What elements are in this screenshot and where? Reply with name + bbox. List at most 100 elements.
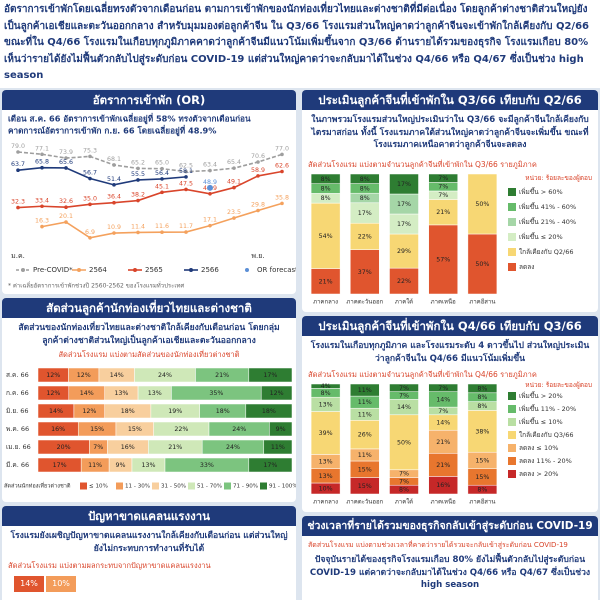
segment-label: 35% [209, 390, 223, 397]
segment-label: 24% [226, 444, 240, 451]
bar-segment [467, 173, 498, 235]
bar-segment [248, 457, 293, 473]
segment-label: 57% [436, 256, 450, 263]
segment-label: 20% [57, 444, 71, 451]
segment-label: 16% [436, 482, 450, 489]
row-label: พ.ค. 66 [6, 425, 29, 433]
segment-label: 8% [477, 403, 487, 410]
segment-label: 13% [319, 459, 333, 466]
value-tag: 10% [46, 576, 76, 592]
data-point [184, 175, 188, 179]
legend-label: เพิ่มขึ้น ≤ 10% [519, 417, 563, 426]
data-label: 55.5 [131, 171, 145, 178]
segment-label: 50% [475, 201, 489, 208]
china-q3-chart: สัดส่วนโรงแรม แบ่งตามจำนวนลูกค้าจีนที่เข… [308, 159, 592, 306]
chart-caption: สัดส่วนโรงแรม แบ่งตามช่วงเวลาที่คาดว่ารา… [308, 541, 568, 549]
bar-segment [245, 403, 293, 419]
panel-text: โรงแรมในเกือบทุกภูมิภาค และโรงแรมระดับ 4… [310, 341, 590, 364]
panel-text: สัดส่วนของนักท่องเที่ยวไทยและต่างชาติใกล… [18, 323, 280, 346]
segment-label: 7% [438, 184, 448, 191]
legend-label: ใกล้เคียงกับ Q2/66 [519, 248, 574, 256]
segment-label: 18% [121, 408, 135, 415]
data-label: 35.8 [275, 194, 289, 201]
segment-label: 50% [397, 439, 411, 446]
legend-swatch [508, 233, 516, 241]
bar-segment [310, 202, 341, 269]
segment-label: 13% [319, 401, 333, 408]
panel-title: อัตราการเข้าพัก (OR) [2, 90, 296, 110]
panel-title: ช่วงเวลาที่รายได้รวมของธุรกิจกลับเข้าสู่… [302, 516, 598, 536]
data-point [160, 177, 164, 181]
segment-label: 13% [148, 390, 162, 397]
data-label: 56.4 [155, 170, 169, 177]
legend-marker [21, 268, 25, 272]
segment-label: 24% [158, 372, 172, 379]
segment-label: 10% [319, 486, 333, 493]
data-point [232, 166, 236, 170]
legend-label: เพิ่มขึ้น > 20% [519, 391, 563, 400]
segment-label: 17% [263, 372, 277, 379]
bar-segment [428, 383, 458, 392]
data-label: 70.6 [251, 153, 265, 160]
segment-label: 14% [436, 420, 450, 427]
data-label: 63.4 [203, 162, 217, 169]
bar-segment [310, 383, 341, 389]
data-label: 65.4 [227, 159, 241, 166]
legend-label: เพิ่มขึ้น > 60% [519, 187, 563, 196]
segment-label: 8% [477, 487, 487, 494]
legend-label: 71 - 90% [233, 484, 258, 490]
data-point [16, 168, 20, 173]
segment-label: 14% [436, 396, 450, 403]
panel-text: โรงแรมยังเผชิญปัญหาขาดแคลนแรงงานใกล้เคีย… [10, 531, 288, 554]
segment-label: 8% [360, 176, 370, 183]
bar-segment [389, 414, 419, 471]
legend-label: 2564 [89, 266, 107, 274]
segment-label: 7% [399, 385, 409, 392]
data-label: 62.5 [179, 163, 193, 170]
data-label: 56.7 [83, 170, 97, 177]
data-point [136, 198, 140, 203]
legend-label: 51 - 70% [197, 484, 222, 490]
data-point [136, 166, 140, 171]
data-label: 23.5 [227, 209, 241, 216]
data-point [208, 223, 212, 228]
data-point [256, 174, 260, 178]
row-label: มิ.ย. 66 [6, 407, 29, 415]
segment-label: 14% [80, 390, 94, 397]
segment-label: 21% [436, 462, 450, 469]
legend-label: เพิ่มขึ้น 21% - 40% [519, 217, 576, 226]
legend-swatch [508, 457, 516, 465]
segment-label: 12% [270, 390, 284, 397]
data-label: 35.0 [83, 195, 97, 202]
segment-label: 7% [399, 471, 409, 478]
segment-label: 17% [397, 181, 411, 188]
x-tick-label: ภาคอีสาน [469, 298, 495, 306]
row-label: เม.ย. 66 [6, 443, 31, 451]
segment-label: 38% [475, 428, 489, 435]
segment-label: 11% [358, 452, 372, 459]
data-label: 36.4 [107, 194, 121, 201]
segment-label: 7% [438, 385, 448, 392]
segment-label: 54% [319, 233, 333, 240]
data-point [184, 230, 188, 234]
chart-subtitle: คาดการณ์อัตราการเข้าพัก ก.ย. 66 โดยเฉลี่… [8, 125, 216, 137]
data-label: 11.4 [131, 223, 145, 230]
data-point [160, 230, 164, 234]
segment-label: 8% [321, 195, 331, 202]
legend-swatch [508, 405, 516, 413]
segment-label: 8% [477, 394, 487, 401]
data-point [16, 150, 20, 154]
data-point [160, 166, 164, 171]
china-q4-chart: สัดส่วนโรงแรม แบ่งตามจำนวนลูกค้าจีนที่เข… [308, 369, 592, 506]
legend-marker [133, 268, 137, 272]
segment-label: 12% [46, 372, 60, 379]
legend-swatch [508, 218, 516, 226]
segment-label: 16% [51, 426, 65, 433]
data-point [16, 205, 20, 210]
segment-label: 24% [232, 426, 246, 433]
x-tick-label: ภาคกลาง [313, 499, 338, 506]
segment-label: 18% [216, 408, 230, 415]
panel-text: ในภาพรวมโรงแรมส่วนใหญ่ประเมินว่าใน Q3/66… [311, 115, 589, 150]
data-point [64, 166, 68, 170]
segment-label: 7% [438, 192, 448, 199]
